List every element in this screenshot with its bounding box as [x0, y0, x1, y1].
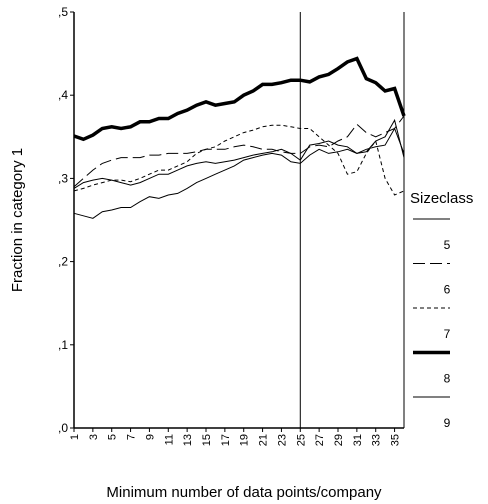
x-tick-label: 33 [371, 434, 383, 446]
x-tick-label: 19 [239, 434, 251, 446]
x-tick-label: 7 [126, 434, 138, 440]
legend-label: 8 [444, 372, 451, 386]
x-axis-label: Minimum number of data points/company [106, 484, 382, 501]
series-line [73, 127, 405, 219]
y-tick-label: ,3 [58, 171, 68, 185]
x-tick-label: 13 [182, 434, 194, 446]
series-line [73, 56, 406, 142]
x-tick-label: 29 [333, 434, 345, 446]
y-tick-label: ,4 [58, 88, 68, 102]
x-tick-label: 23 [276, 434, 288, 446]
x-tick-label: 35 [390, 434, 402, 446]
legend-label: 7 [444, 327, 451, 341]
x-tick-label: 1 [69, 434, 81, 440]
x-tick-label: 31 [352, 434, 364, 446]
x-tick-label: 21 [258, 434, 270, 446]
legend-label: 9 [444, 416, 451, 430]
legend-label: 6 [444, 283, 451, 297]
x-tick-label: 11 [163, 434, 175, 445]
legend-title: Sizeclass [410, 190, 473, 207]
y-tick-label: ,5 [58, 5, 68, 19]
x-tick-label: 3 [88, 434, 100, 440]
series-line [73, 124, 405, 196]
x-tick-label: 17 [220, 434, 232, 446]
y-tick-label: ,0 [58, 421, 68, 435]
series-line [73, 115, 405, 188]
y-tick-label: ,2 [58, 255, 68, 269]
x-tick-label: 27 [314, 434, 326, 446]
series-line [73, 118, 405, 189]
y-tick-label: ,1 [58, 338, 68, 352]
x-tick-label: 25 [295, 434, 307, 446]
legend-label: 5 [444, 238, 451, 252]
x-tick-label: 9 [144, 434, 156, 440]
x-tick-label: 15 [201, 434, 213, 446]
y-axis-label: Fraction in category 1 [9, 148, 26, 292]
x-tick-label: 5 [107, 434, 119, 440]
